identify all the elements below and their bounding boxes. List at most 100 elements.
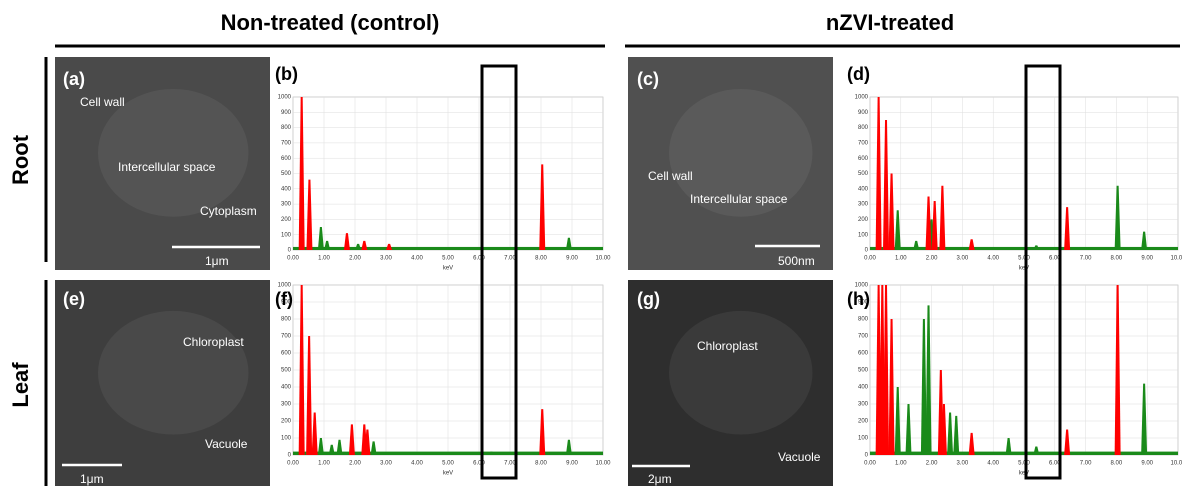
peak — [539, 164, 546, 250]
y-tick-label: 100 — [858, 232, 869, 238]
texture — [669, 88, 813, 217]
micrograph — [55, 57, 270, 270]
peak — [370, 441, 377, 455]
image-label: Intercellular space — [118, 160, 216, 174]
panel-letter: (c) — [637, 69, 659, 89]
y-tick-label: 200 — [858, 217, 869, 223]
peak — [565, 237, 572, 250]
y-tick-label: 0 — [288, 453, 292, 459]
image-label: Chloroplast — [183, 335, 244, 349]
micrograph — [628, 57, 833, 270]
y-tick-label: 1000 — [278, 283, 292, 289]
peak — [1114, 285, 1121, 455]
x-tick-label: 1.00 — [895, 256, 907, 262]
peak — [1141, 383, 1148, 455]
peak — [888, 173, 895, 250]
peak — [947, 412, 954, 455]
panel-letter: (d) — [847, 64, 870, 84]
x-tick-label: 7.00 — [1080, 461, 1092, 467]
x-tick-label: 10.00 — [595, 256, 611, 262]
panel-letter: (g) — [637, 289, 660, 309]
y-tick-label: 800 — [858, 317, 869, 323]
x-tick-label: 9.00 — [1141, 461, 1153, 467]
column-header: nZVI-treated — [826, 10, 954, 35]
x-tick-label: 8.00 — [535, 461, 547, 467]
x-tick-label: 1.00 — [895, 461, 907, 467]
peak — [386, 243, 393, 250]
y-tick-label: 700 — [281, 334, 292, 340]
x-axis-label: keV — [443, 266, 453, 272]
x-tick-label: 0.00 — [287, 256, 299, 262]
peak — [306, 336, 313, 455]
y-tick-label: 200 — [858, 419, 869, 425]
row-label: Leaf — [8, 362, 33, 408]
peak — [920, 319, 927, 455]
peak — [324, 240, 331, 250]
y-tick-label: 1000 — [855, 95, 869, 101]
column-header: Non-treated (control) — [221, 10, 440, 35]
y-tick-label: 300 — [858, 202, 869, 208]
x-tick-label: 10.00 — [1170, 256, 1182, 262]
y-tick-label: 700 — [858, 140, 869, 146]
x-tick-label: 6.00 — [473, 461, 485, 467]
peak — [875, 97, 882, 250]
x-tick-label: 3.00 — [957, 461, 969, 467]
x-tick-label: 3.00 — [957, 256, 969, 262]
scale-label: 1μm — [205, 254, 229, 268]
x-tick-label: 0.00 — [864, 256, 876, 262]
y-tick-label: 700 — [281, 140, 292, 146]
peak — [317, 438, 324, 455]
y-tick-label: 900 — [281, 110, 292, 116]
x-tick-label: 1.00 — [318, 256, 330, 262]
scale-label: 2μm — [648, 472, 672, 486]
peak — [905, 404, 912, 455]
y-tick-label: 0 — [288, 248, 292, 254]
image-label: Cytoplasm — [200, 204, 257, 218]
background-continuum — [293, 246, 603, 250]
y-tick-label: 900 — [858, 110, 869, 116]
peak — [311, 412, 318, 455]
panel-letter: (a) — [63, 69, 85, 89]
y-tick-label: 500 — [858, 368, 869, 374]
y-tick-label: 300 — [281, 202, 292, 208]
x-tick-label: 7.00 — [504, 461, 516, 467]
peak — [298, 97, 305, 250]
y-tick-label: 900 — [281, 300, 292, 306]
peak — [488, 451, 495, 455]
x-tick-label: 2.00 — [926, 461, 938, 467]
y-tick-label: 400 — [858, 186, 869, 192]
y-tick-label: 400 — [281, 186, 292, 192]
peak — [1033, 245, 1040, 250]
peak — [298, 285, 305, 455]
y-tick-label: 200 — [281, 217, 292, 223]
y-tick-label: 900 — [858, 300, 869, 306]
y-tick-label: 0 — [865, 453, 869, 459]
y-tick-label: 600 — [281, 351, 292, 357]
peak — [1064, 207, 1071, 250]
x-tick-label: 9.00 — [566, 461, 578, 467]
y-tick-label: 500 — [858, 171, 869, 177]
x-tick-label: 8.00 — [1111, 461, 1123, 467]
panel-letter: (f) — [275, 289, 293, 309]
x-tick-label: 8.00 — [1111, 256, 1123, 262]
y-tick-label: 100 — [858, 436, 869, 442]
peak — [328, 444, 335, 455]
peak — [364, 429, 371, 455]
y-tick-label: 300 — [858, 402, 869, 408]
peak — [883, 119, 890, 250]
image-label: Cell wall — [648, 169, 693, 183]
peak — [925, 305, 932, 455]
peak — [361, 240, 368, 250]
peak — [894, 210, 901, 250]
y-tick-label: 600 — [858, 351, 869, 357]
image-label: Cell wall — [80, 95, 125, 109]
y-tick-label: 600 — [858, 156, 869, 162]
x-tick-label: 3.00 — [380, 461, 392, 467]
peak — [913, 240, 920, 250]
peak — [355, 243, 362, 250]
x-tick-label: 10.00 — [1170, 461, 1182, 467]
peak — [1141, 231, 1148, 250]
x-tick-label: 5.00 — [1018, 256, 1030, 262]
background-continuum — [870, 451, 1178, 455]
